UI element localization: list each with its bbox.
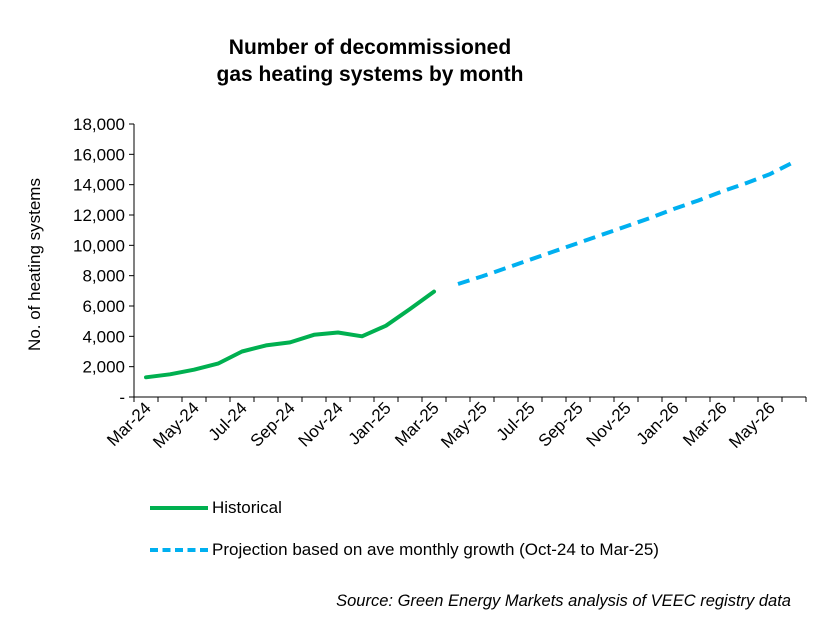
x-tick-label: Mar-26 xyxy=(679,398,731,450)
x-tick-label: Nov-24 xyxy=(295,398,347,450)
legend-swatch-projection xyxy=(150,548,208,552)
x-tick-label: May-25 xyxy=(437,398,491,452)
y-axis-label: No. of heating systems xyxy=(25,178,44,351)
x-tick-label: Jan-26 xyxy=(633,398,683,448)
legend-label-historical: Historical xyxy=(212,498,282,517)
chart-title: Number of decommissioned gas heating sys… xyxy=(110,34,630,88)
legend-item-projection: Projection based on ave monthly growth (… xyxy=(150,540,659,560)
x-tick-label: Jul-24 xyxy=(205,398,251,444)
y-tick-label: 4,000 xyxy=(82,327,125,346)
chart-title-line-2: gas heating systems by month xyxy=(216,63,524,86)
x-tick-label: Nov-25 xyxy=(583,398,635,450)
x-tick-label: Jul-25 xyxy=(493,398,539,444)
x-tick-label: Sep-24 xyxy=(247,398,299,450)
chart-title-line-1: Number of decommissioned xyxy=(228,36,512,59)
y-tick-label: 16,000 xyxy=(73,145,125,164)
series-historical-line xyxy=(144,289,436,380)
x-tick-label: Jan-25 xyxy=(345,398,395,448)
x-tick-label: May-26 xyxy=(725,398,779,452)
y-tick-label: - xyxy=(119,388,125,407)
legend-swatch-historical xyxy=(150,506,208,510)
y-tick-label: 6,000 xyxy=(82,297,125,316)
y-tick-label: 10,000 xyxy=(73,236,125,255)
source-note: Source: Green Energy Markets analysis of… xyxy=(336,592,791,610)
x-tick-label: Sep-25 xyxy=(535,398,587,450)
x-tick-label: Mar-25 xyxy=(391,398,443,450)
y-tick-label: 8,000 xyxy=(82,267,125,286)
x-tick-label: Mar-24 xyxy=(103,398,155,450)
y-tick-label: 12,000 xyxy=(73,206,125,225)
legend-label-projection: Projection based on ave monthly growth (… xyxy=(212,540,659,559)
y-tick-label: 18,000 xyxy=(73,115,125,134)
y-tick-label: 2,000 xyxy=(82,358,125,377)
legend-item-historical: Historical xyxy=(150,498,282,518)
x-tick-label: May-24 xyxy=(149,398,203,452)
y-tick-label: 14,000 xyxy=(73,176,125,195)
series-projection-line xyxy=(457,160,795,286)
